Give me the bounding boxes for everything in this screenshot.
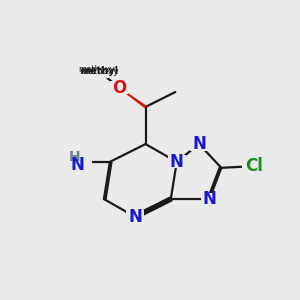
Text: N: N <box>71 157 85 175</box>
Text: methoxy: methoxy <box>80 67 119 76</box>
Bar <box>200 193 218 206</box>
Bar <box>83 65 116 78</box>
Text: methyl: methyl <box>80 66 118 76</box>
Text: H: H <box>68 149 80 164</box>
Bar <box>168 155 186 168</box>
Bar <box>110 81 128 94</box>
Text: O: O <box>112 79 126 97</box>
Bar <box>242 160 266 173</box>
Text: N: N <box>128 208 142 226</box>
Bar <box>82 65 117 77</box>
Text: methoxy: methoxy <box>78 65 115 74</box>
Text: N: N <box>202 190 216 208</box>
Text: N: N <box>170 153 184 171</box>
Text: Cl: Cl <box>245 157 263 175</box>
Bar <box>87 66 112 76</box>
Bar <box>62 152 92 172</box>
Polygon shape <box>119 88 146 108</box>
Bar <box>126 210 144 224</box>
Bar <box>190 137 208 151</box>
Text: N: N <box>192 135 206 153</box>
